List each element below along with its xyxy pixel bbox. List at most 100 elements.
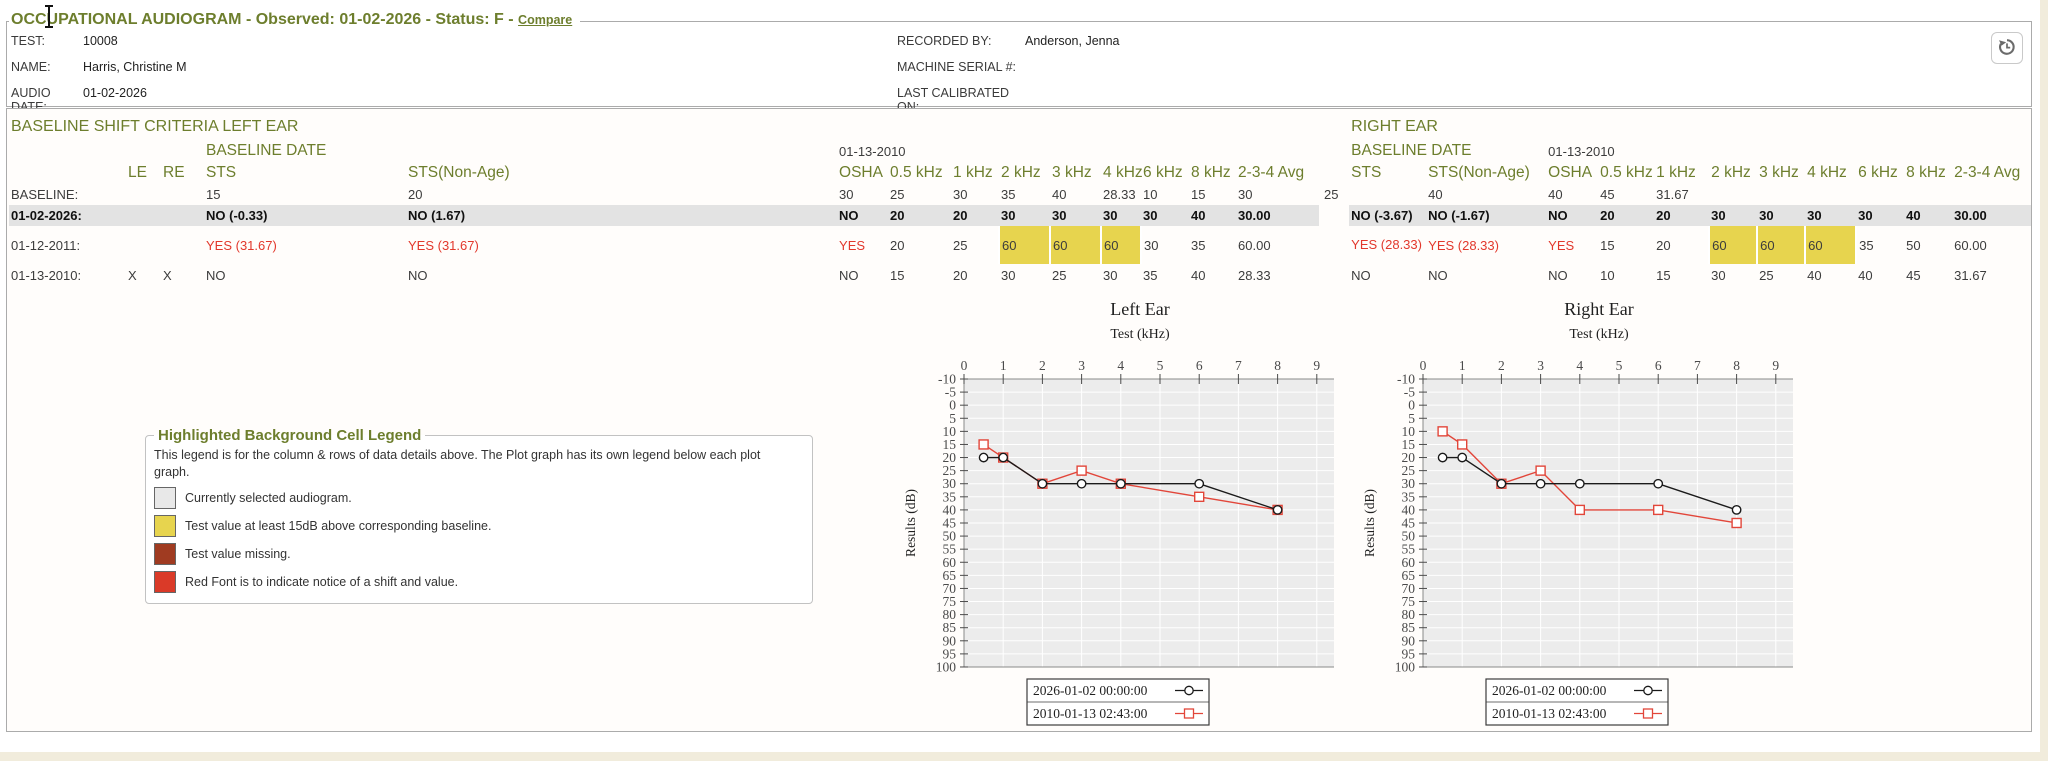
criteria-cell	[1319, 162, 1349, 184]
criteria-cell: 25	[1759, 268, 1774, 283]
re-flag-cell	[161, 205, 204, 226]
cell-legend-fieldset: Highlighted Background Cell Legend This …	[145, 427, 813, 604]
svg-text:35: 35	[1402, 489, 1416, 504]
svg-text:5: 5	[1157, 358, 1164, 373]
re-flag-cell: X	[163, 268, 172, 283]
criteria-table: BASELINE SHIFT CRITERIA LEFT EAR RIGHT EA…	[9, 114, 2032, 287]
svg-text:Left Ear: Left Ear	[1110, 299, 1169, 319]
svg-text:5: 5	[949, 411, 956, 426]
criteria-cell: 30	[1103, 268, 1118, 283]
svg-text:5: 5	[1408, 411, 1415, 426]
svg-text:50: 50	[943, 529, 957, 544]
svg-text:3: 3	[1537, 358, 1544, 373]
criteria-cell	[1952, 184, 2031, 205]
criteria-cell: NO	[1428, 268, 1448, 283]
criteria-cell: 35	[1143, 268, 1158, 283]
test-value: 10008	[83, 34, 118, 48]
svg-text:80: 80	[1402, 607, 1416, 622]
column-header: 0.5 kHz	[1600, 164, 1653, 181]
svg-text:2: 2	[1039, 358, 1046, 373]
criteria-cell	[9, 162, 126, 184]
le-flag-cell	[126, 205, 161, 226]
section-title-right-ear: RIGHT EAR	[1351, 118, 1438, 135]
svg-text:30: 30	[943, 476, 957, 491]
history-restore-icon	[1997, 37, 2017, 60]
compare-link[interactable]: Compare	[518, 13, 573, 27]
criteria-cell	[999, 140, 1349, 162]
criteria-cell: NO	[1546, 205, 1599, 226]
criteria-cell: 30	[1238, 187, 1253, 202]
criteria-cell: 40	[1904, 205, 1953, 226]
criteria-cell	[1904, 184, 1952, 205]
criteria-cell: 60	[1804, 226, 1858, 264]
criteria-cell: 28.33	[1103, 187, 1136, 202]
svg-text:Results (dB): Results (dB)	[903, 489, 918, 557]
svg-text:100: 100	[1395, 659, 1416, 674]
svg-text:0: 0	[1408, 398, 1415, 413]
column-header: 2 kHz	[1711, 164, 1751, 181]
column-header: RE	[163, 164, 185, 181]
criteria-cell: 20	[953, 268, 968, 283]
machine-serial-label: MACHINE SERIAL #:	[897, 60, 1017, 74]
criteria-cell	[1709, 184, 1757, 205]
audiogram-row-label[interactable]: 01-02-2026:	[9, 205, 126, 226]
column-header: 2-3-4 Avg	[1238, 164, 1305, 181]
column-header: 6 kHz	[1143, 164, 1183, 181]
svg-text:6: 6	[1655, 358, 1662, 373]
svg-text:85: 85	[1402, 620, 1416, 635]
criteria-cell: 30	[1757, 205, 1806, 226]
baseline-date-label-right: BASELINE DATE	[1351, 142, 1472, 159]
svg-text:45: 45	[943, 515, 957, 530]
svg-text:15: 15	[1402, 437, 1416, 452]
svg-text:10: 10	[943, 424, 957, 439]
svg-text:-10: -10	[1397, 372, 1415, 387]
column-header: STS(Non-Age)	[1428, 164, 1530, 181]
svg-text:95: 95	[943, 646, 957, 661]
svg-text:60: 60	[943, 555, 957, 570]
svg-text:75: 75	[943, 594, 957, 609]
history-button[interactable]	[1991, 32, 2023, 64]
audiogram-row-label[interactable]: 01-12-2011:	[11, 237, 81, 253]
criteria-cell: 20	[1654, 205, 1710, 226]
criteria-cell: 60	[998, 226, 1052, 264]
svg-text:95: 95	[1402, 646, 1416, 661]
criteria-cell: YES (28.33)	[1428, 237, 1499, 253]
criteria-cell: NO (-1.67)	[1426, 205, 1547, 226]
cell-legend-items: Currently selected audiogram. Test value …	[154, 486, 802, 593]
column-header: STS	[1351, 164, 1382, 181]
svg-text:1: 1	[1459, 358, 1466, 373]
svg-text:1: 1	[1000, 358, 1007, 373]
criteria-cell: NO (-0.33)	[204, 205, 406, 226]
criteria-cell: NO	[1548, 268, 1568, 283]
svg-text:40: 40	[943, 502, 957, 517]
column-header: 8 kHz	[1906, 164, 1946, 181]
svg-text:Test (kHz): Test (kHz)	[1569, 327, 1629, 342]
svg-text:65: 65	[1402, 568, 1416, 583]
criteria-cell: 60	[1756, 226, 1807, 264]
criteria-cell: 45	[1600, 187, 1615, 202]
criteria-cell	[1856, 184, 1904, 205]
color-swatch-icon	[154, 542, 176, 565]
criteria-cell: YES (31.67)	[206, 237, 277, 253]
column-header: 2-3-4 Avg	[1954, 164, 2021, 181]
re-flag-cell	[161, 226, 204, 264]
color-swatch-icon	[154, 570, 176, 593]
svg-text:25: 25	[1402, 463, 1416, 478]
criteria-cell: 20	[1598, 205, 1655, 226]
audiogram-row-label[interactable]: 01-13-2010:	[11, 268, 82, 283]
audiogram-title: OCCUPATIONAL AUDIOGRAM - Observed: 01-02…	[11, 11, 514, 28]
criteria-cell	[1805, 184, 1856, 205]
test-info-right: RECORDED BY: Anderson, Jenna MACHINE SER…	[897, 34, 1120, 114]
svg-text:0: 0	[949, 398, 956, 413]
cell-legend-item: Test value missing.	[154, 542, 802, 565]
criteria-cell: 15	[890, 268, 905, 283]
criteria-cell: 45	[1906, 268, 1921, 283]
svg-text:Results (dB): Results (dB)	[1362, 489, 1377, 557]
criteria-cell: 15	[1656, 268, 1671, 283]
criteria-cell: 60.00	[1238, 237, 1271, 253]
criteria-cell: 35	[1859, 237, 1874, 253]
audiogram-row-label: BASELINE:	[11, 187, 79, 202]
svg-text:8: 8	[1733, 358, 1740, 373]
criteria-cell: 10	[1143, 187, 1158, 202]
baseline-date-label-left: BASELINE DATE	[206, 142, 327, 159]
